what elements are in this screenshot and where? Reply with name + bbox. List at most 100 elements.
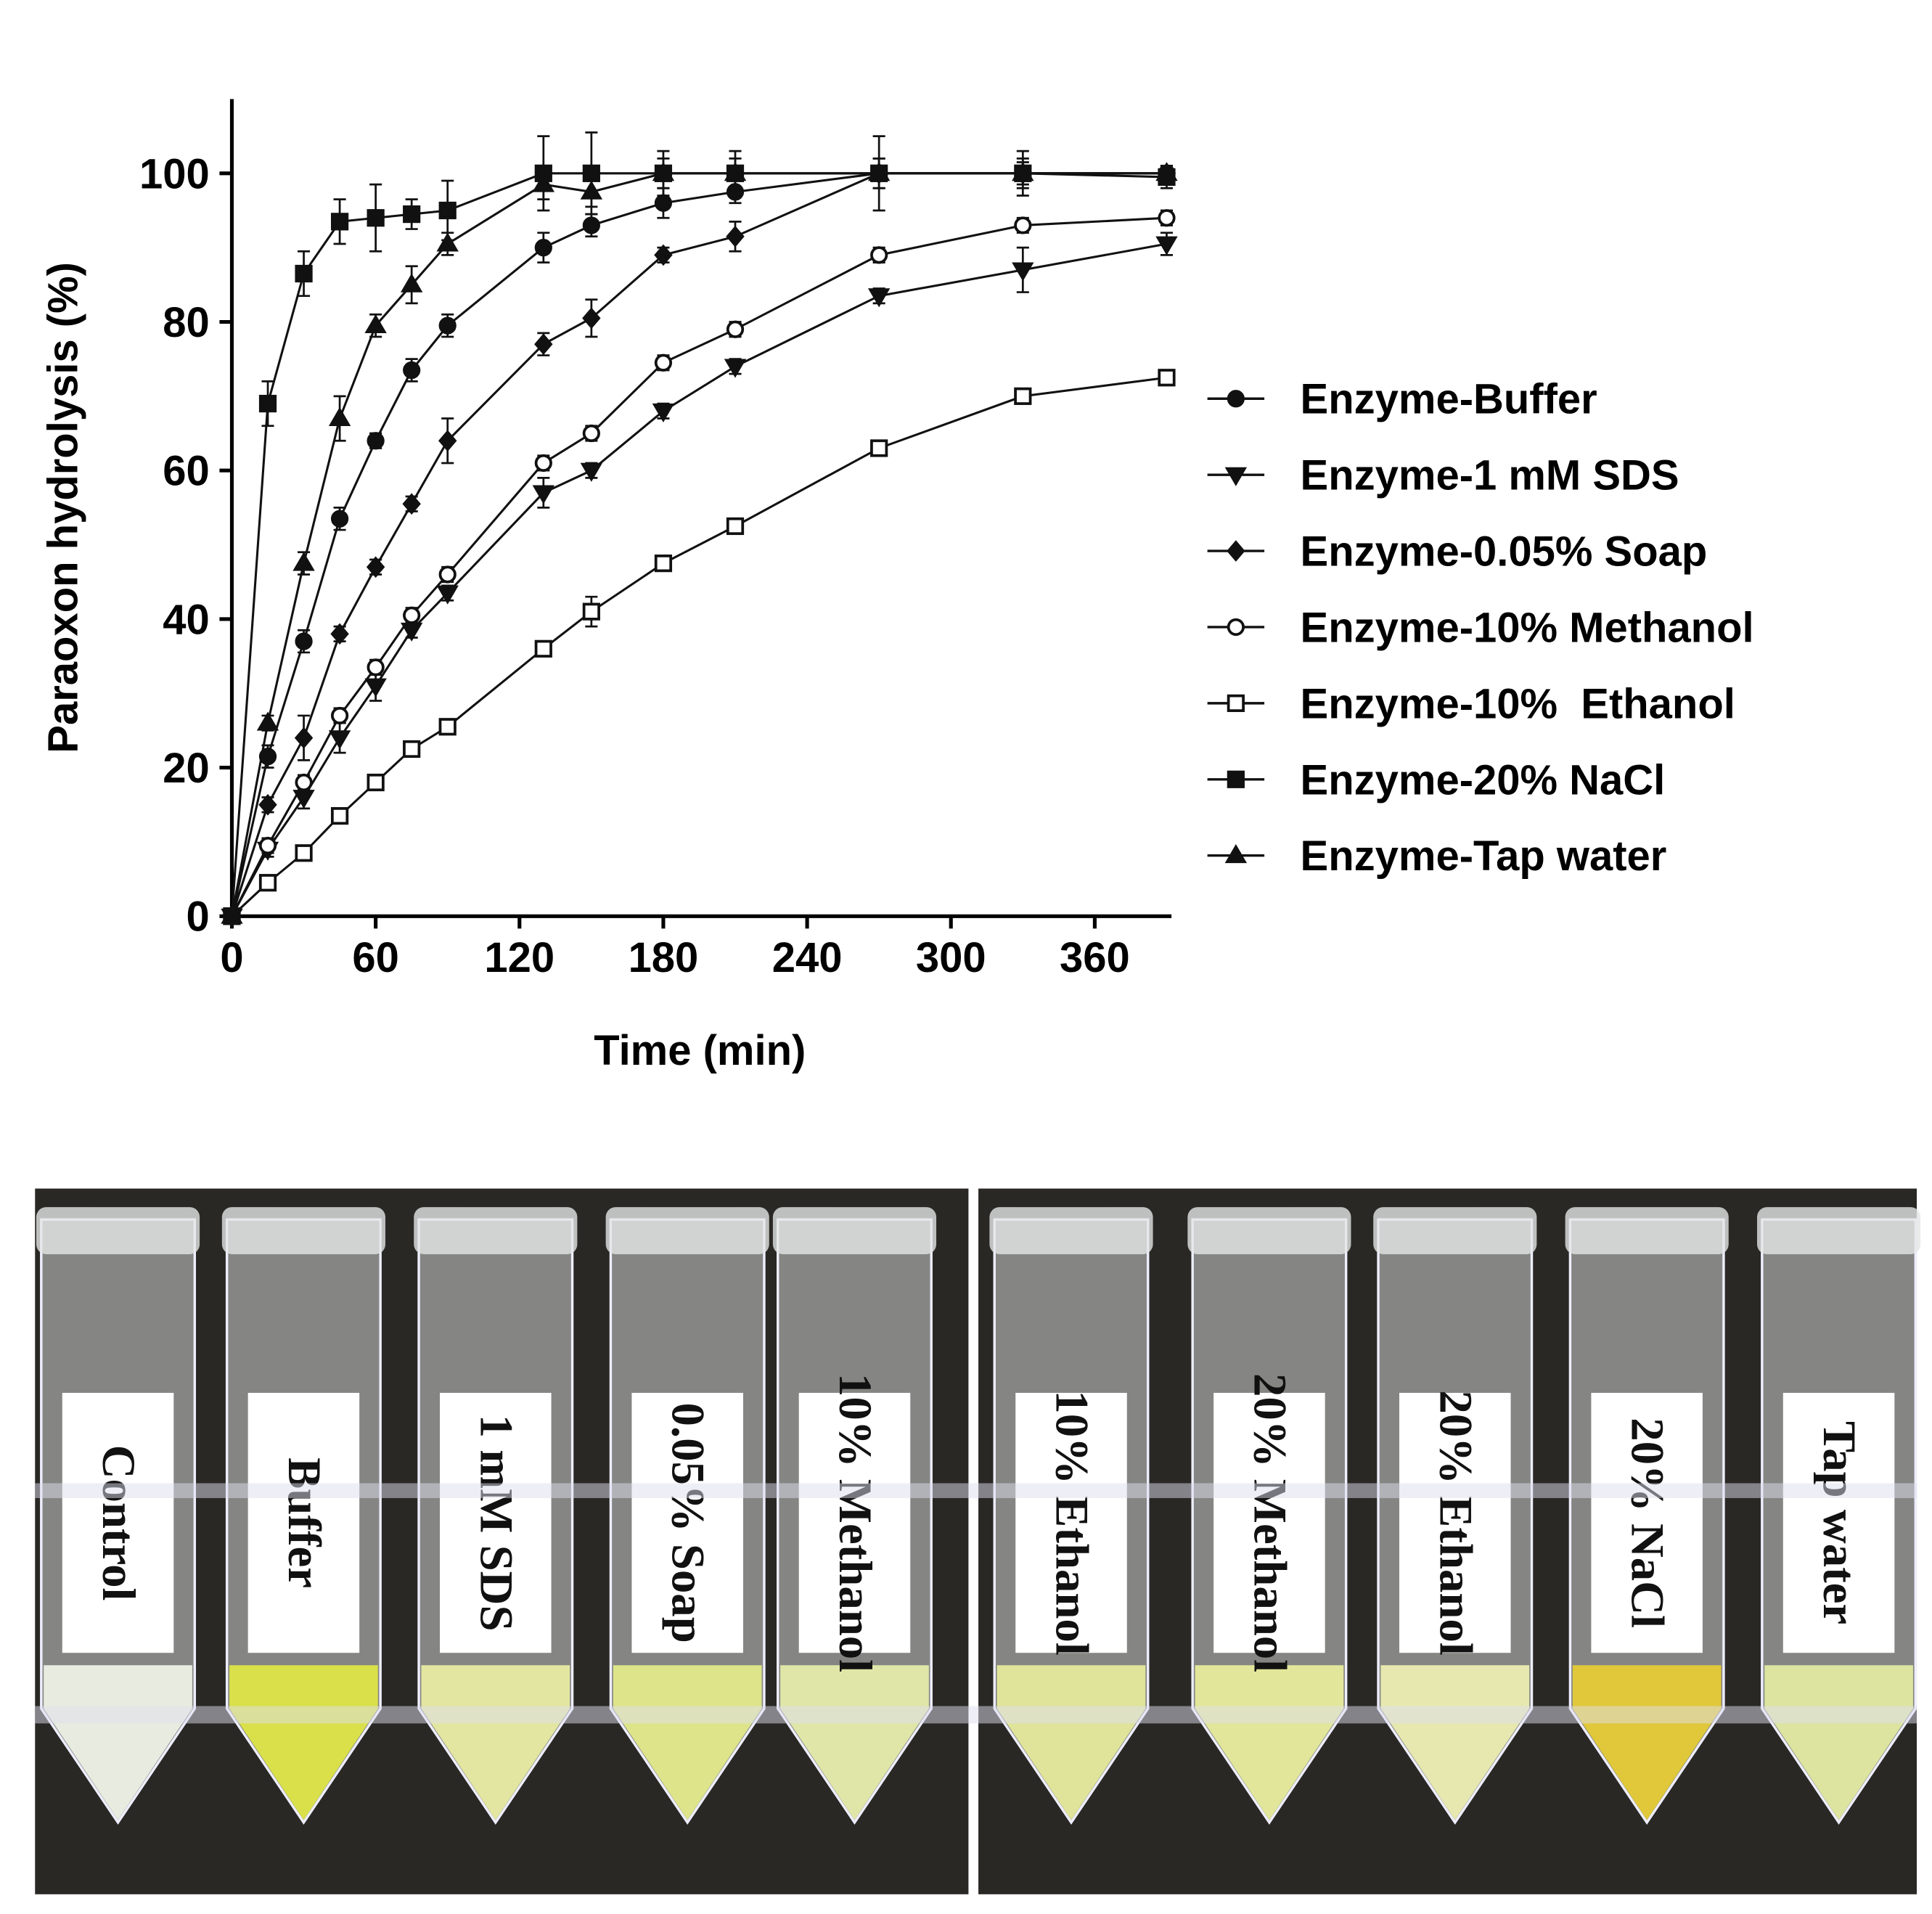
marker [438,201,457,220]
tube-liquid [613,1665,762,1820]
marker [330,706,349,725]
marker [330,806,349,825]
marker [532,485,555,504]
marker [294,727,314,749]
tube-liquid [1764,1665,1913,1820]
marker [364,678,387,698]
tube-liquid [44,1665,192,1820]
marker [295,844,313,862]
marker [654,194,673,212]
tube-liquid [996,1665,1146,1820]
tube-label: Tap water [1813,1421,1865,1624]
marker [258,394,277,413]
marker [367,773,385,792]
tube-cap [989,1207,1153,1254]
marker [532,173,555,192]
tube-cap [1187,1207,1351,1254]
x-tick-label: 60 [352,935,398,981]
marker [726,517,745,536]
tube-label: 10% Ethanol [1046,1390,1098,1655]
series-line [231,242,1167,917]
marker [652,403,675,422]
x-tick-label: 0 [220,935,243,981]
marker [1227,770,1245,788]
series-line [230,172,1167,917]
y-tick-label: 20 [163,745,210,792]
marker [367,432,385,450]
y-tick-label: 0 [187,894,210,941]
legend-label: Enzyme-20% NaCl [1301,757,1666,803]
marker [652,162,675,181]
marker [403,740,421,758]
marker [534,239,552,257]
tube-liquid [1195,1665,1344,1820]
marker [403,205,421,224]
legend-label: Enzyme-10% Methanol [1301,605,1754,651]
tube-cap [1756,1207,1921,1254]
legend-label: Enzyme-10% Ethanol [1301,681,1735,727]
marker [534,454,552,473]
tube-liquid [421,1665,570,1820]
marker [724,162,747,181]
x-tick-label: 300 [916,935,986,981]
x-tick-label: 240 [772,935,843,981]
marker [438,430,457,452]
marker [403,606,421,624]
tube-label-paper [1015,1392,1127,1653]
x-tick-label: 360 [1060,935,1130,981]
legend-label: Enzyme-1 mM SDS [1301,453,1679,499]
marker [867,288,891,308]
tube-cap [36,1207,200,1254]
marker [580,180,603,200]
marker [1158,209,1176,227]
marker [258,748,277,766]
marker [870,439,888,457]
tube-label-paper [798,1392,911,1653]
tube-label-paper [631,1392,743,1653]
tube-label: Buffer [278,1457,330,1588]
tube-cap [414,1207,578,1254]
marker [438,565,457,584]
y-tick-label: 40 [163,597,210,643]
series-line [231,376,1167,917]
x-tick-label: 180 [629,935,699,981]
marker [328,730,351,750]
tube-liquid [1380,1665,1530,1820]
marker [1227,390,1245,408]
marker [654,244,673,266]
y-tick-label: 80 [163,300,210,346]
marker [367,209,385,227]
marker [330,623,349,645]
tube-label-paper [1591,1392,1703,1653]
marker [1014,216,1032,234]
tube-label: 20% NaCl [1621,1418,1674,1628]
y-tick-label: 100 [139,151,210,197]
tube-liquid [229,1665,378,1820]
tube-liquid [780,1665,929,1820]
legend-label: Enzyme-Buffer [1301,377,1597,423]
marker [258,836,277,855]
tube-cap [1373,1207,1537,1254]
tube-label-paper [1782,1392,1895,1653]
marker [330,510,349,528]
marker [726,225,745,248]
marker [534,333,553,356]
marker [582,602,600,621]
y-axis-title: Paraoxon hydrolysis (%) [40,262,86,753]
marker [295,632,313,650]
marker [1158,369,1176,387]
marker [364,314,387,334]
tube-label-paper [247,1392,360,1653]
series-line [231,172,1167,917]
tube-cap [605,1207,769,1254]
marker [221,904,243,924]
marker [724,359,747,378]
marker [330,213,349,231]
tube-cap [221,1207,385,1254]
tube-label: 20% Methanol [1243,1373,1295,1672]
marker [403,361,421,380]
marker [366,556,385,578]
tube-label: 10% Methanol [829,1373,881,1672]
y-tick-label: 60 [163,449,210,495]
